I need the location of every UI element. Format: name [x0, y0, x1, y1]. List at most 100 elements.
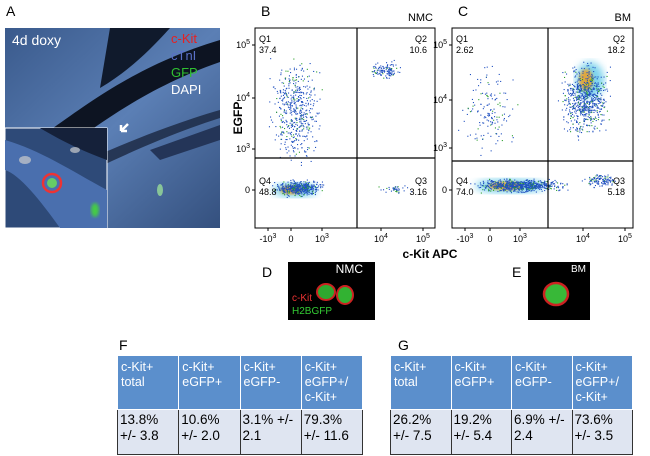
event-dot	[391, 74, 393, 76]
event-dot	[551, 185, 553, 187]
event-dot	[302, 115, 304, 117]
event-dot	[392, 73, 394, 75]
event-dot	[480, 154, 482, 156]
event-dot	[513, 186, 515, 188]
event-dot	[398, 188, 400, 190]
event-dot	[572, 113, 574, 115]
event-dot	[523, 180, 525, 182]
tick-base: -10	[260, 234, 273, 244]
event-dot	[295, 104, 297, 106]
event-dot	[308, 110, 310, 112]
tick-base: -10	[457, 234, 470, 244]
event-dot	[524, 183, 526, 185]
event-dot	[298, 193, 300, 195]
event-dot	[510, 188, 512, 190]
event-dot	[303, 186, 305, 188]
event-dot	[588, 93, 590, 95]
event-dot	[581, 110, 583, 112]
event-dot	[579, 103, 581, 105]
event-dot	[286, 112, 288, 114]
event-dot	[290, 108, 292, 110]
event-dot	[509, 182, 511, 184]
event-dot	[305, 136, 307, 138]
stain-label: GFP	[171, 65, 198, 80]
event-dot	[532, 184, 534, 186]
event-dot	[502, 189, 504, 191]
event-dot	[589, 93, 591, 95]
event-dot	[525, 182, 527, 184]
event-dot	[575, 69, 577, 71]
event-dot	[590, 90, 592, 92]
event-dot	[589, 91, 591, 93]
event-dot	[525, 187, 527, 189]
event-dot	[299, 126, 301, 128]
event-dot	[301, 101, 303, 103]
event-dot	[568, 101, 570, 103]
event-dot	[516, 180, 518, 182]
event-dot	[314, 186, 316, 188]
event-dot	[284, 89, 286, 91]
event-dot	[300, 185, 302, 187]
tick-base: 10	[433, 95, 443, 105]
event-dot	[321, 181, 323, 183]
event-dot	[294, 182, 296, 184]
event-dot	[509, 184, 511, 186]
data-cell: 3.1% +/- 2.1	[239, 409, 302, 455]
event-dot	[520, 185, 522, 187]
event-dot	[305, 187, 307, 189]
event-dot	[307, 186, 309, 188]
event-dot	[515, 186, 517, 188]
event-dot	[501, 183, 503, 185]
event-dot	[580, 110, 582, 112]
event-dot	[572, 117, 574, 119]
event-dot	[389, 73, 391, 75]
event-dot	[598, 178, 600, 180]
event-dot	[604, 180, 606, 182]
event-dot	[597, 114, 599, 116]
event-dot	[540, 183, 542, 185]
event-dot	[310, 188, 312, 190]
event-dot	[294, 121, 296, 123]
event-dot	[283, 131, 285, 133]
header-cell: c-Kit+ eGFP+/ c-Kit+	[300, 355, 364, 410]
event-dot	[526, 182, 528, 184]
event-dot	[302, 187, 304, 189]
event-dot	[546, 185, 548, 187]
event-dot	[582, 84, 584, 86]
event-dot	[289, 133, 291, 135]
event-dot	[522, 182, 524, 184]
quadrant-name: Q3	[415, 176, 427, 186]
event-dot	[482, 138, 484, 140]
data-cell: 6.9% +/- 2.4	[511, 409, 573, 455]
event-dot	[275, 134, 277, 136]
event-dot	[529, 181, 531, 183]
event-dot	[583, 120, 585, 122]
event-dot	[579, 112, 581, 114]
event-dot	[512, 186, 514, 188]
event-dot	[575, 75, 577, 77]
event-dot	[302, 185, 304, 187]
event-dot	[569, 109, 571, 111]
event-dot	[595, 104, 597, 106]
event-dot	[297, 190, 299, 192]
event-dot	[593, 88, 595, 90]
event-dot	[577, 95, 579, 97]
event-dot	[600, 123, 602, 125]
event-dot	[579, 85, 581, 87]
event-dot	[548, 178, 550, 180]
event-dot	[576, 87, 578, 89]
event-dot	[305, 86, 307, 88]
event-dot	[287, 125, 289, 127]
event-dot	[302, 190, 304, 192]
event-dot	[478, 85, 480, 87]
event-dot	[373, 75, 375, 77]
event-dot	[517, 186, 519, 188]
event-dot	[293, 98, 295, 100]
event-dot	[293, 141, 295, 143]
event-dot	[592, 66, 594, 68]
event-dot	[302, 103, 304, 105]
event-dot	[311, 99, 313, 101]
event-dot	[284, 191, 286, 193]
event-dot	[572, 103, 574, 105]
event-dot	[285, 147, 287, 149]
